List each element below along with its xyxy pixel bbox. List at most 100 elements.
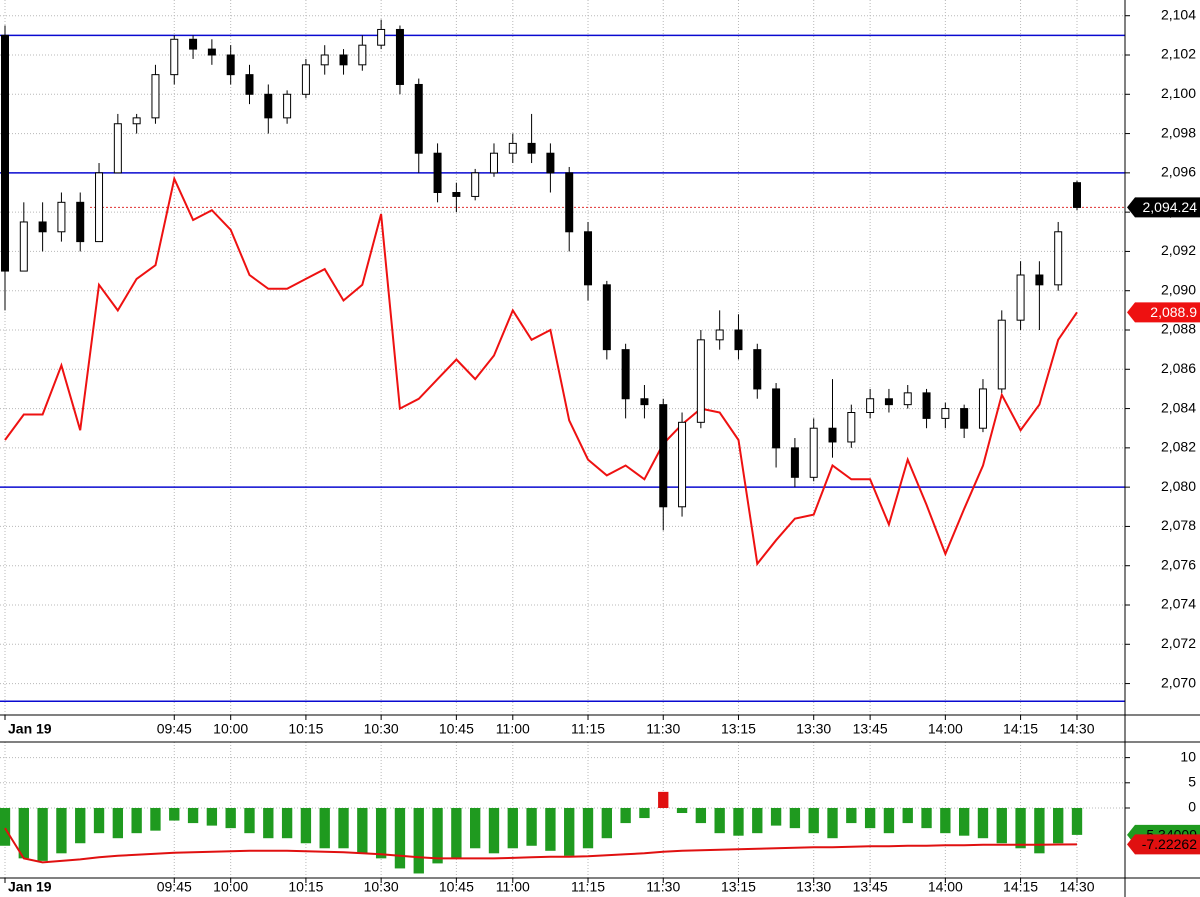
y-tick-label: 2,088 bbox=[1161, 321, 1196, 337]
candle-body bbox=[602, 284, 611, 351]
y-tick-label: 2,084 bbox=[1161, 399, 1196, 415]
candle-body bbox=[527, 142, 536, 154]
x-tick-label: 10:30 bbox=[364, 879, 399, 895]
candle-body bbox=[76, 201, 85, 243]
histogram-bar bbox=[263, 807, 274, 839]
histogram-bar bbox=[244, 807, 255, 834]
candle-body bbox=[339, 54, 348, 66]
x-tick-label: 11:15 bbox=[571, 879, 605, 895]
y-tick-label: 2,082 bbox=[1161, 439, 1196, 455]
candle-body bbox=[960, 408, 969, 429]
histogram-bar bbox=[639, 807, 650, 819]
histogram-bar bbox=[432, 807, 443, 864]
candle-body bbox=[809, 427, 818, 478]
x-tick-label: 10:15 bbox=[288, 721, 323, 737]
candle-body bbox=[489, 152, 498, 174]
candle-body bbox=[264, 93, 273, 119]
histogram-bar bbox=[733, 807, 744, 836]
histogram-bar bbox=[977, 807, 989, 839]
labels: 2,070 2,072 2,074 2,076 2,078 2,080 2,082 2,084… bbox=[4, 6, 1200, 895]
candle-body bbox=[113, 123, 122, 174]
histogram-bar bbox=[601, 807, 612, 839]
histogram-bar bbox=[225, 807, 236, 829]
y-tick-label: 2,092 bbox=[1161, 242, 1196, 258]
histogram-bar bbox=[1034, 807, 1045, 854]
histogram-bar bbox=[338, 807, 349, 849]
histogram-bar bbox=[695, 807, 707, 824]
x-tick-label: 11:30 bbox=[646, 721, 680, 737]
y-tick-label: 2,078 bbox=[1161, 517, 1196, 533]
candle-body bbox=[471, 172, 480, 197]
price-tag bbox=[1127, 834, 1200, 855]
x-tick-label: 14:30 bbox=[1059, 879, 1094, 895]
candle-body bbox=[903, 392, 912, 406]
histogram-bar bbox=[1053, 807, 1064, 844]
candle-body bbox=[283, 93, 292, 119]
x-tick-label: 14:00 bbox=[928, 721, 963, 737]
candle-body bbox=[95, 172, 104, 243]
histogram-bar bbox=[620, 807, 631, 824]
histogram-bar bbox=[658, 791, 669, 808]
histogram-bar bbox=[56, 807, 67, 854]
candle-body bbox=[414, 83, 423, 154]
y-tick-label: 2,072 bbox=[1161, 635, 1196, 651]
x-tick-label: 11:15 bbox=[571, 721, 605, 737]
y-tick-label: 2,104 bbox=[1161, 6, 1196, 22]
price-tag bbox=[1127, 302, 1200, 323]
candle-body bbox=[226, 54, 235, 76]
price-tag-label: 2,088.9 bbox=[1150, 304, 1197, 320]
candle-body bbox=[1, 34, 9, 272]
x-tick-label: 10:00 bbox=[213, 721, 248, 737]
candle-body bbox=[170, 38, 179, 76]
x-tick-label: 13:15 bbox=[721, 879, 756, 895]
candle-body bbox=[715, 329, 724, 341]
y-tick-label: 2,080 bbox=[1161, 478, 1196, 494]
x-tick-label: 11:30 bbox=[646, 879, 680, 895]
candle-body bbox=[753, 349, 762, 390]
histogram-bar bbox=[18, 807, 29, 859]
x-tick-label: 09:45 bbox=[157, 721, 192, 737]
marks bbox=[0, 19, 1125, 874]
y-tick-label: 5 bbox=[1188, 774, 1196, 790]
candle-body bbox=[941, 408, 950, 419]
x-tick-label: 13:30 bbox=[796, 879, 831, 895]
histogram-bar bbox=[545, 807, 556, 851]
candle-body bbox=[621, 349, 630, 400]
price-tag bbox=[1127, 197, 1200, 218]
candle-body bbox=[320, 54, 329, 66]
candle-body bbox=[884, 398, 893, 406]
x-tick-label: 14:00 bbox=[928, 879, 963, 895]
candle-body bbox=[997, 319, 1006, 390]
histogram-bar bbox=[394, 807, 406, 869]
histogram-bar bbox=[75, 807, 86, 844]
histogram-bar bbox=[996, 807, 1007, 844]
candle-body bbox=[828, 427, 837, 443]
candle-body bbox=[1016, 274, 1025, 321]
y-tick-label: 2,098 bbox=[1161, 124, 1196, 140]
x-tick-label: 10:45 bbox=[439, 879, 474, 895]
histogram-bar bbox=[131, 807, 142, 834]
histogram-bar bbox=[0, 807, 11, 846]
x-tick-label: 14:30 bbox=[1059, 721, 1094, 737]
x-tick-label: 10:00 bbox=[213, 879, 248, 895]
histogram-bar bbox=[357, 807, 368, 854]
histogram-bar bbox=[451, 807, 462, 859]
histogram-bar bbox=[169, 807, 180, 821]
candle-body bbox=[151, 74, 160, 119]
x-tick-label: 10:15 bbox=[288, 879, 323, 895]
overlay-line bbox=[4, 175, 1078, 567]
histogram-bar bbox=[1015, 807, 1026, 849]
histogram-bar bbox=[846, 807, 857, 824]
histogram-bar bbox=[582, 807, 594, 849]
candle-body bbox=[38, 221, 47, 233]
histogram-bar bbox=[93, 807, 105, 834]
histogram-bar bbox=[752, 807, 763, 834]
candle-body bbox=[19, 221, 28, 272]
histogram-bar bbox=[676, 807, 688, 814]
histogram-bar bbox=[300, 807, 312, 844]
candle-body bbox=[922, 392, 931, 419]
price-tag-label: 2,094.24 bbox=[1143, 199, 1198, 215]
histogram-bar bbox=[507, 807, 518, 849]
